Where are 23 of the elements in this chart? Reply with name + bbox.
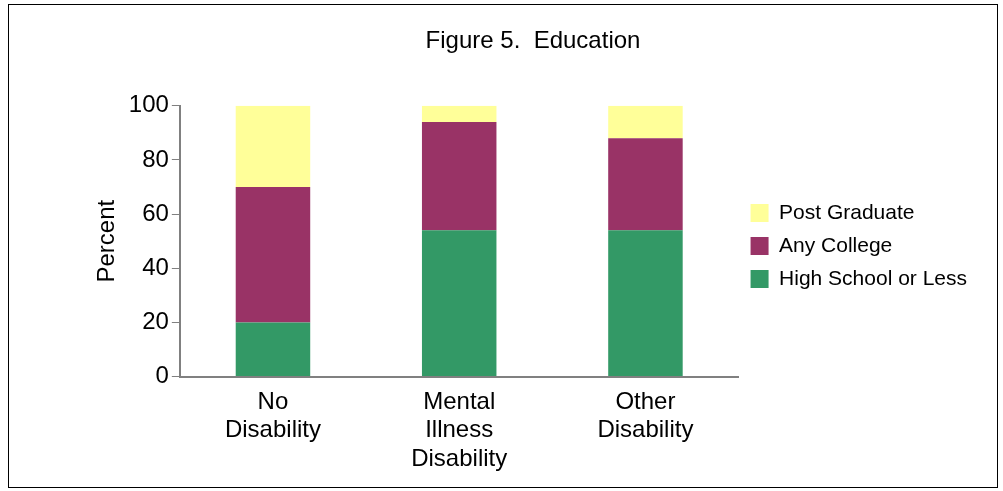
y-tick-label: 40 bbox=[142, 252, 169, 280]
bar bbox=[235, 105, 311, 188]
chart-title: Figure 5. Education bbox=[425, 26, 641, 54]
bar bbox=[421, 122, 497, 231]
bar bbox=[235, 322, 311, 377]
y-tick-label: 80 bbox=[142, 144, 169, 172]
bar bbox=[421, 105, 497, 123]
y-tick-label: 0 bbox=[155, 361, 169, 389]
legend-label: Post Graduate bbox=[779, 199, 915, 223]
y-tick-label: 20 bbox=[142, 307, 169, 335]
x-tick-label: Mental Illness Disability bbox=[411, 386, 508, 472]
legend-label: Any College bbox=[779, 232, 893, 256]
legend-label: High School or Less bbox=[779, 265, 967, 289]
y-axis-title: Percent bbox=[92, 199, 120, 283]
bar bbox=[608, 138, 683, 231]
bar bbox=[421, 230, 497, 377]
y-tick-label: 60 bbox=[142, 198, 169, 226]
bar bbox=[608, 230, 683, 377]
bar bbox=[235, 187, 311, 323]
y-tick-label: 100 bbox=[128, 90, 169, 118]
bar bbox=[608, 105, 683, 139]
x-tick-label: No Disability bbox=[224, 386, 321, 443]
x-tick-label: Other Disability bbox=[597, 386, 694, 443]
